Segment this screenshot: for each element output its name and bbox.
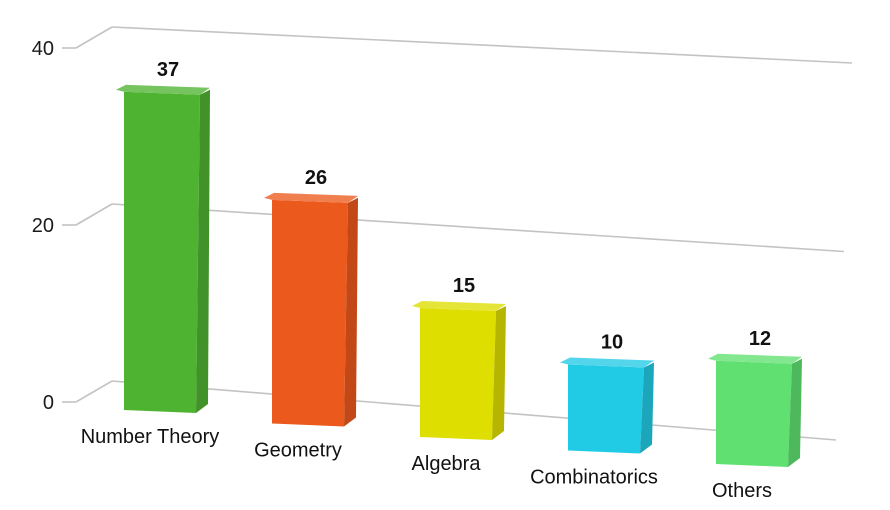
bar-top-geometry [264, 192, 358, 203]
bar-side-combinatorics [640, 362, 654, 454]
side-gridline-0 [75, 380, 113, 403]
gridline-40 [111, 26, 853, 64]
category-label-geometry: Geometry [254, 440, 342, 462]
value-label-combinatorics: 10 [601, 332, 623, 354]
bar-top-number-theory [116, 84, 210, 95]
side-gridline-20 [75, 203, 113, 226]
side-gridline-40 [75, 26, 113, 49]
value-label-number-theory: 37 [157, 59, 179, 81]
bar-top-others [708, 353, 802, 364]
bar-side-algebra [492, 306, 506, 440]
bar-front-algebra [420, 308, 496, 440]
bar-front-geometry [272, 199, 348, 427]
bar-top-combinatorics [560, 357, 654, 368]
bar-side-others [788, 358, 802, 467]
y-axis-ticks: 0 20 40 [32, 38, 76, 414]
bar-combinatorics [560, 357, 654, 454]
value-label-geometry: 26 [305, 167, 327, 189]
bar-number-theory [116, 84, 210, 414]
gridline-20 [111, 203, 845, 253]
value-label-algebra: 15 [453, 275, 475, 297]
bar-geometry [264, 192, 358, 427]
category-label-number-theory: Number Theory [81, 426, 220, 448]
bar-side-geometry [344, 197, 358, 427]
bar-front-combinatorics [568, 364, 644, 454]
category-label-algebra: Algebra [412, 453, 482, 475]
category-label-combinatorics: Combinatorics [530, 467, 658, 489]
value-label-others: 12 [749, 328, 771, 350]
labels: 37 Number Theory 26 Geometry 15 Algebra 10 Comb… [81, 59, 772, 502]
bar-front-others [716, 360, 792, 467]
category-label-others: Others [712, 480, 772, 502]
y-tick-label-0: 0 [43, 392, 54, 414]
bar-side-number-theory [196, 89, 210, 414]
bar-top-algebra [412, 301, 506, 311]
bar-front-number-theory [124, 91, 200, 414]
y-tick-label-20: 20 [32, 215, 54, 237]
bar-algebra [412, 301, 506, 440]
bar-others [708, 353, 802, 467]
y-tick-label-40: 40 [32, 38, 54, 60]
bars [116, 84, 802, 467]
